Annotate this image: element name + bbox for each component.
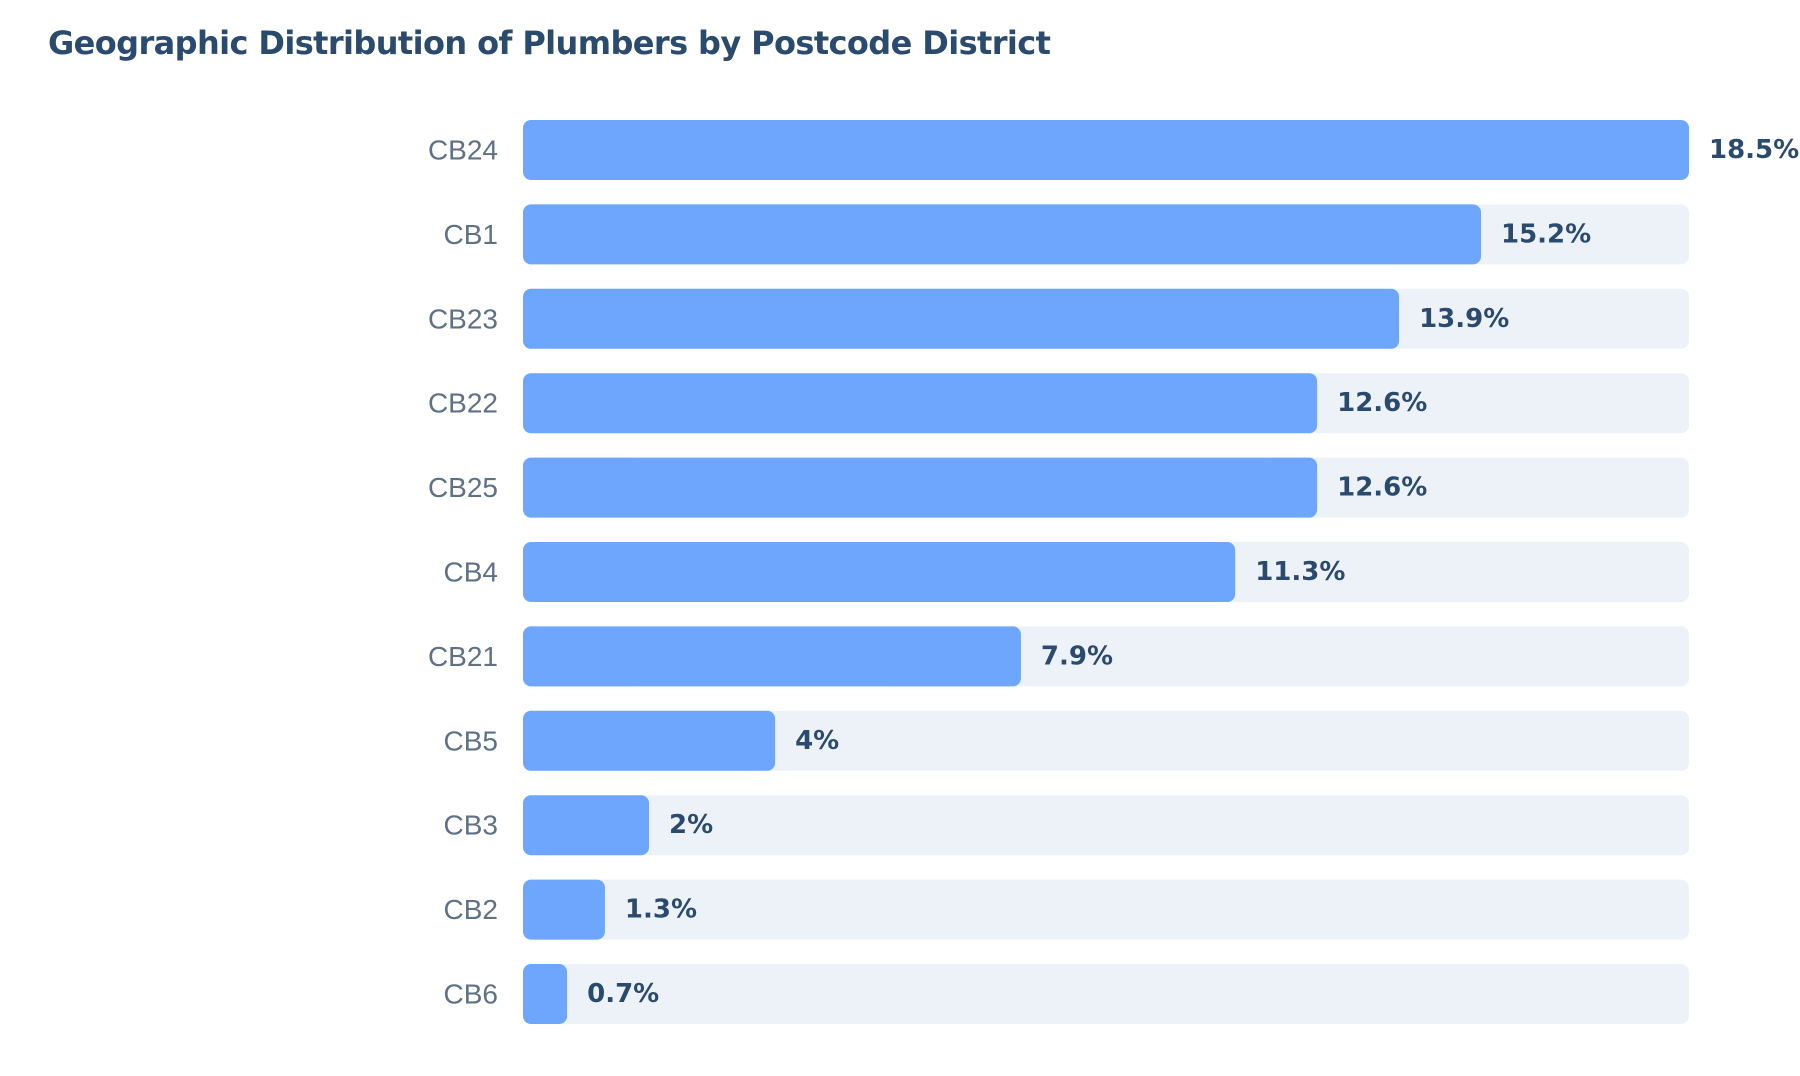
- bar-row: CB2 1.3%: [444, 879, 1689, 940]
- bar-cb25: [523, 457, 1318, 518]
- value-label: 18.5%: [1709, 135, 1799, 165]
- bar-row: CB25 12.6%: [428, 457, 1689, 518]
- value-label: 7.9%: [1041, 641, 1113, 671]
- value-label: 13.9%: [1419, 304, 1509, 334]
- bar-row: CB4 11.3%: [444, 542, 1689, 602]
- bar-row: CB6 0.7%: [444, 964, 1689, 1024]
- category-label: CB4: [444, 557, 498, 588]
- bar-cb21: [523, 626, 1021, 687]
- category-label: CB23: [428, 303, 498, 334]
- bar-row: CB3 2%: [444, 795, 1689, 856]
- value-label: 11.3%: [1255, 557, 1345, 587]
- category-label: CB21: [428, 641, 498, 672]
- bar-cb6: [523, 964, 568, 1024]
- value-label: 2%: [669, 810, 713, 840]
- category-label: CB3: [444, 810, 498, 841]
- category-label: CB1: [444, 219, 498, 250]
- bar-row: CB1 15.2%: [444, 204, 1689, 265]
- bar-track: [523, 795, 1689, 856]
- value-label: 15.2%: [1501, 219, 1591, 249]
- bar-cb3: [523, 795, 650, 856]
- bar-cb22: [523, 373, 1318, 434]
- category-label: CB5: [444, 725, 498, 756]
- category-label: CB2: [444, 894, 498, 925]
- value-label: 12.6%: [1337, 473, 1427, 503]
- bar-track: [523, 879, 1689, 940]
- bar-cb23: [523, 288, 1400, 349]
- bar-row: CB22 12.6%: [428, 373, 1689, 434]
- bar-track: [523, 710, 1689, 771]
- value-label: 12.6%: [1337, 388, 1427, 418]
- value-label: 0.7%: [587, 979, 659, 1009]
- bar-cb1: [523, 204, 1482, 265]
- bar-cb24: [523, 120, 1689, 180]
- bar-cb5: [523, 710, 776, 771]
- value-label: 1.3%: [625, 895, 697, 925]
- bar-track: [523, 964, 1689, 1024]
- chart-title: Geographic Distribution of Plumbers by P…: [48, 24, 1051, 62]
- category-label: CB6: [444, 979, 498, 1010]
- category-label: CB24: [428, 135, 498, 166]
- category-label: CB25: [428, 472, 498, 503]
- bar-row: CB23 13.9%: [428, 288, 1689, 349]
- category-label: CB22: [428, 388, 498, 419]
- bar-row: CB5 4%: [444, 710, 1689, 771]
- bar-row: CB24 18.5%: [428, 120, 1799, 180]
- value-label: 4%: [795, 726, 839, 756]
- bar-row: CB21 7.9%: [428, 626, 1689, 687]
- bar-cb2: [523, 879, 605, 940]
- bar-cb4: [523, 542, 1236, 602]
